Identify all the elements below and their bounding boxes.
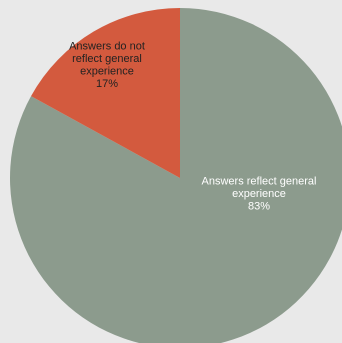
slice-label-line: experience bbox=[80, 65, 134, 77]
slice-label-1: Answers do not reflect general experience 1… bbox=[69, 40, 145, 90]
slice-label-0: Answers reflect general experience 83% bbox=[202, 176, 317, 213]
slice-percent-label: 83% bbox=[248, 201, 270, 213]
slice-percent-label: 17% bbox=[96, 78, 118, 90]
pie-slice-1 bbox=[31, 8, 181, 178]
pie-slice-0 bbox=[10, 8, 342, 343]
slice-label-line: Answers reflect general bbox=[202, 176, 317, 188]
slice-label-line: experience bbox=[232, 188, 286, 200]
slice-label-line: Answers do not bbox=[69, 40, 145, 52]
slice-label-line: reflect general bbox=[72, 53, 142, 65]
